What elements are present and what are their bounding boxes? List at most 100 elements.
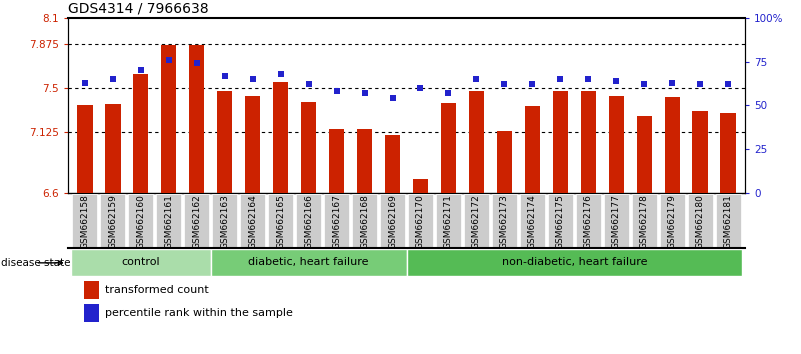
Text: GSM662159: GSM662159: [108, 195, 117, 250]
Text: GSM662162: GSM662162: [192, 195, 201, 249]
Text: diabetic, heart failure: diabetic, heart failure: [248, 257, 369, 267]
FancyBboxPatch shape: [268, 194, 293, 247]
FancyBboxPatch shape: [128, 194, 153, 247]
Text: GSM662178: GSM662178: [640, 195, 649, 250]
Point: [163, 57, 175, 63]
Text: GSM662176: GSM662176: [584, 195, 593, 250]
Point: [666, 80, 678, 85]
Bar: [581, 91, 596, 193]
Text: GSM662175: GSM662175: [556, 195, 565, 250]
Point: [274, 71, 287, 76]
FancyBboxPatch shape: [72, 194, 98, 247]
FancyBboxPatch shape: [184, 194, 209, 247]
Bar: [217, 91, 232, 193]
Text: GSM662170: GSM662170: [416, 195, 425, 250]
Point: [554, 76, 567, 82]
Bar: [245, 96, 260, 193]
Text: GSM662172: GSM662172: [472, 195, 481, 249]
Bar: [357, 129, 372, 193]
Text: percentile rank within the sample: percentile rank within the sample: [105, 308, 293, 318]
Bar: [413, 179, 429, 193]
Bar: [497, 131, 512, 193]
Text: GSM662177: GSM662177: [612, 195, 621, 250]
FancyBboxPatch shape: [604, 194, 629, 247]
Point: [302, 81, 315, 87]
FancyBboxPatch shape: [548, 194, 573, 247]
FancyBboxPatch shape: [687, 194, 713, 247]
Bar: [329, 129, 344, 193]
Text: GSM662179: GSM662179: [668, 195, 677, 250]
Text: GSM662167: GSM662167: [332, 195, 341, 250]
Bar: [693, 111, 708, 193]
Bar: [469, 91, 484, 193]
FancyBboxPatch shape: [211, 249, 406, 276]
Text: GSM662165: GSM662165: [276, 195, 285, 250]
FancyBboxPatch shape: [406, 249, 743, 276]
Bar: [84, 304, 99, 321]
Text: GSM662171: GSM662171: [444, 195, 453, 250]
FancyBboxPatch shape: [660, 194, 685, 247]
FancyBboxPatch shape: [576, 194, 601, 247]
Bar: [105, 104, 120, 193]
Text: transformed count: transformed count: [105, 285, 209, 295]
Point: [526, 81, 539, 87]
Bar: [189, 45, 204, 193]
Text: non-diabetic, heart failure: non-diabetic, heart failure: [501, 257, 647, 267]
Point: [582, 76, 594, 82]
FancyBboxPatch shape: [520, 194, 545, 247]
Text: GSM662158: GSM662158: [80, 195, 90, 250]
Bar: [273, 82, 288, 193]
Bar: [609, 96, 624, 193]
FancyBboxPatch shape: [156, 194, 181, 247]
Text: GDS4314 / 7966638: GDS4314 / 7966638: [68, 1, 209, 15]
Point: [135, 67, 147, 73]
Point: [470, 76, 483, 82]
Text: GSM662160: GSM662160: [136, 195, 145, 250]
Point: [694, 81, 706, 87]
FancyBboxPatch shape: [324, 194, 349, 247]
FancyBboxPatch shape: [436, 194, 461, 247]
Bar: [161, 45, 176, 193]
FancyBboxPatch shape: [352, 194, 377, 247]
Point: [330, 88, 343, 94]
FancyBboxPatch shape: [100, 194, 126, 247]
Text: GSM662164: GSM662164: [248, 195, 257, 249]
FancyBboxPatch shape: [492, 194, 517, 247]
Text: GSM662163: GSM662163: [220, 195, 229, 250]
Bar: [133, 74, 148, 193]
Bar: [84, 281, 99, 298]
Bar: [525, 107, 540, 193]
Text: GSM662166: GSM662166: [304, 195, 313, 250]
Bar: [301, 102, 316, 193]
Text: GSM662181: GSM662181: [723, 195, 733, 250]
Point: [78, 80, 91, 85]
Bar: [553, 91, 568, 193]
FancyBboxPatch shape: [632, 194, 657, 247]
Text: GSM662174: GSM662174: [528, 195, 537, 249]
Point: [246, 76, 259, 82]
FancyBboxPatch shape: [240, 194, 265, 247]
Point: [386, 96, 399, 101]
FancyBboxPatch shape: [212, 194, 237, 247]
Bar: [384, 135, 400, 193]
Bar: [77, 105, 93, 193]
Point: [107, 76, 119, 82]
Point: [610, 78, 622, 84]
Text: GSM662168: GSM662168: [360, 195, 369, 250]
Text: disease state: disease state: [1, 258, 70, 268]
Bar: [441, 103, 456, 193]
FancyBboxPatch shape: [296, 194, 321, 247]
Point: [722, 81, 735, 87]
Point: [498, 81, 511, 87]
FancyBboxPatch shape: [380, 194, 405, 247]
Bar: [720, 114, 736, 193]
Point: [219, 73, 231, 78]
FancyBboxPatch shape: [464, 194, 489, 247]
FancyBboxPatch shape: [70, 249, 211, 276]
Bar: [665, 97, 680, 193]
Point: [638, 81, 650, 87]
Text: GSM662180: GSM662180: [696, 195, 705, 250]
Text: GSM662169: GSM662169: [388, 195, 397, 250]
FancyBboxPatch shape: [408, 194, 433, 247]
Text: GSM662173: GSM662173: [500, 195, 509, 250]
